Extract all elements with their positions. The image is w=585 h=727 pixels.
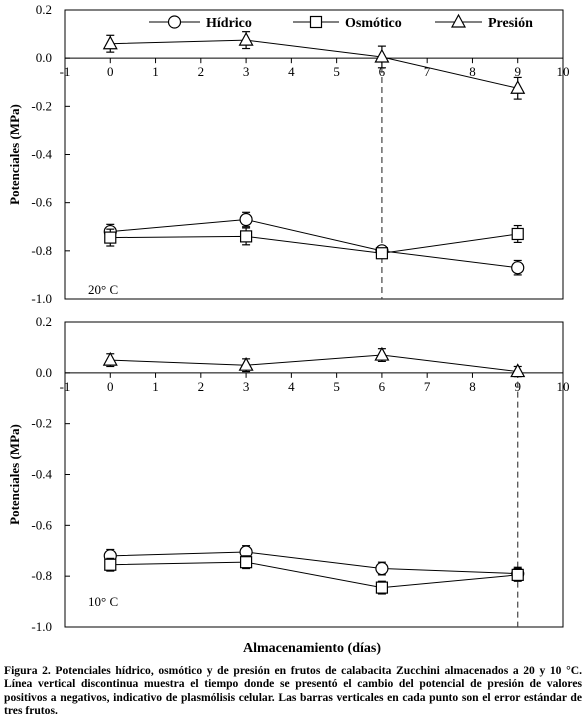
x-tick-label: 8: [469, 379, 476, 394]
x-tick-label: 0: [107, 379, 114, 394]
chart-panel-20c: 0.20.0-0.2-0.4-0.6-0.8-1.0-1012345678910…: [7, 2, 570, 306]
point-osmotico: [375, 247, 389, 260]
y-tick-label: -0.6: [31, 517, 52, 532]
x-tick-label: 6: [379, 379, 386, 394]
x-tick-label: 4: [288, 64, 295, 79]
point-presion: [238, 356, 254, 371]
y-tick-label: 0.0: [36, 50, 52, 65]
x-tick-label: 8: [469, 64, 476, 79]
y-tick-label: 0.2: [36, 314, 52, 329]
y-tick-label: -1.0: [31, 291, 52, 306]
x-tick-label: 4: [288, 379, 295, 394]
point-hidrico: [375, 561, 389, 576]
point-osmotico: [104, 231, 117, 244]
x-tick-label: 7: [424, 379, 431, 394]
y-tick-label: -0.2: [31, 98, 52, 113]
y-axis-label: Potenciales (MPa): [7, 424, 22, 525]
point-presion: [102, 351, 118, 366]
point-osmotico: [239, 556, 253, 569]
point-osmotico: [511, 568, 524, 581]
point-presion: [374, 48, 390, 63]
x-tick-label: 2: [198, 379, 205, 394]
x-tick-label: 3: [243, 379, 250, 394]
y-tick-label: -1.0: [31, 619, 52, 634]
point-hidrico: [511, 261, 525, 275]
x-tick-label: 10: [557, 64, 570, 79]
y-tick-label: -0.4: [31, 467, 52, 482]
y-tick-label: -0.8: [31, 568, 52, 583]
plot-frame: [64, 9, 564, 300]
series-line-hidrico: [110, 219, 518, 269]
y-tick-label: -0.2: [31, 416, 52, 431]
point-osmotico: [239, 230, 253, 243]
point-presion: [374, 346, 390, 361]
x-tick-label: 3: [243, 64, 250, 79]
point-presion: [102, 35, 118, 50]
legend-marker-hidrico: [167, 15, 182, 29]
legend: Hídrico Osmótico Presión: [149, 13, 533, 31]
x-tick-label: 9: [514, 64, 521, 79]
y-tick-label: -0.6: [31, 195, 52, 210]
point-osmotico: [375, 581, 389, 594]
y-axis-label: Potenciales (MPa): [7, 104, 22, 205]
y-tick-label: -0.8: [31, 243, 52, 258]
x-tick-label: 1: [152, 379, 159, 394]
y-tick-label: 0.0: [36, 365, 52, 380]
y-tick-label: 0.2: [36, 2, 52, 17]
point-osmotico: [104, 558, 117, 571]
y-tick-label: -0.4: [31, 147, 52, 162]
legend-marker-presion: [450, 13, 467, 28]
x-tick-label: -1: [60, 379, 71, 394]
x-tick-label: 1: [152, 64, 159, 79]
x-tick-label: 5: [333, 379, 340, 394]
point-presion: [238, 31, 254, 46]
x-axis-label: Almacenamiento (días): [243, 641, 381, 656]
point-hidrico: [239, 212, 253, 227]
legend-marker-osmotico: [309, 15, 323, 29]
x-tick-label: 5: [333, 64, 340, 79]
x-tick-label: 7: [424, 64, 431, 79]
chart-panel-10c: 0.20.0-0.2-0.4-0.6-0.8-1.0-1012345678910…: [7, 314, 570, 634]
figure-caption: Figura 2. Potenciales hídrico, osmótico …: [4, 664, 582, 718]
series-line-presion: [110, 354, 518, 373]
point-presion: [510, 363, 526, 378]
legend-label-osmotico: Osmótico: [345, 16, 402, 31]
point-osmotico: [511, 227, 524, 241]
x-tick-label: 0: [107, 64, 114, 79]
series-line-osmotico: [110, 233, 518, 254]
x-tick-label: 10: [557, 379, 570, 394]
legend-label-presion: Presión: [488, 16, 533, 31]
x-tick-label: 2: [198, 64, 205, 79]
x-tick-label: -1: [60, 64, 71, 79]
legend-label-hidrico: Hídrico: [206, 16, 252, 31]
series-line-hidrico: [110, 551, 518, 575]
figure: 0.20.0-0.2-0.4-0.6-0.8-1.0-1012345678910…: [7, 2, 570, 656]
temperature-label: 10° C: [88, 594, 118, 609]
series-line-osmotico: [110, 561, 518, 589]
series-line-presion: [110, 39, 518, 89]
point-presion: [510, 80, 526, 94]
temperature-label: 20° C: [88, 282, 118, 297]
